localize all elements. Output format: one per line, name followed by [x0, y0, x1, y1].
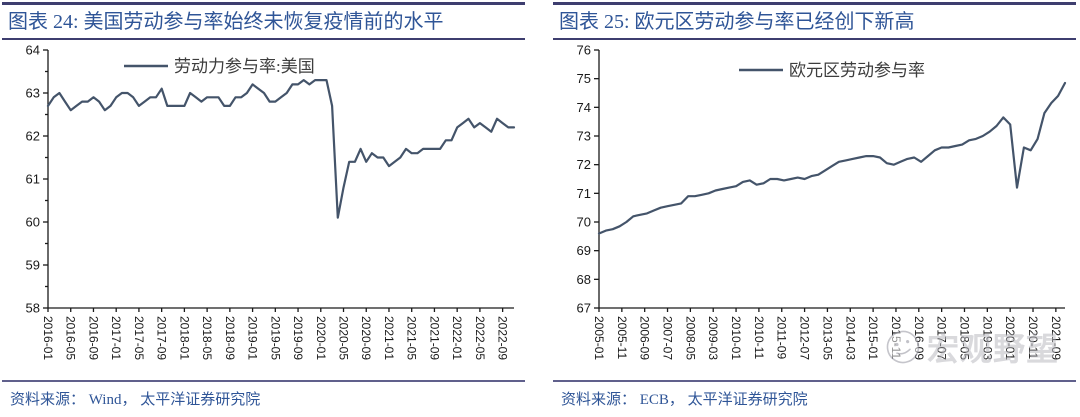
svg-text:2016-05: 2016-05 [64, 316, 78, 360]
svg-text:2005-01: 2005-01 [592, 316, 606, 360]
panel-top-border [553, 2, 1076, 5]
svg-text:2007-07: 2007-07 [661, 316, 675, 360]
svg-text:2020-05: 2020-05 [337, 316, 351, 360]
svg-text:2010-11: 2010-11 [752, 316, 766, 359]
source-note-us: 资料来源： Wind， 太平洋证券研究院 [10, 392, 261, 408]
svg-text:2006-09: 2006-09 [638, 316, 652, 360]
svg-text:71: 71 [577, 186, 591, 201]
svg-text:2020-01: 2020-01 [314, 316, 328, 360]
panel-us-lfpr: 图表 24: 美国劳动参与率始终未恢复疫情前的水平 58 59 60 61 62 63 64… [2, 2, 525, 413]
svg-text:60: 60 [26, 215, 40, 230]
us-labor-participation-line-chart: 58 59 60 61 62 63 64 2016-01 2016-05 2016-09 2017-… [26, 44, 516, 360]
svg-text:68: 68 [577, 272, 591, 287]
source-separator [553, 380, 1076, 382]
panel-title-us: 图表 24: 美国劳动参与率始终未恢复疫情前的水平 [8, 11, 444, 33]
svg-text:59: 59 [26, 258, 40, 273]
panel-top-border [2, 2, 525, 5]
svg-text:2017-05: 2017-05 [132, 316, 146, 360]
svg-text:70: 70 [577, 215, 591, 230]
svg-text:2008-05: 2008-05 [683, 316, 697, 360]
svg-text:2020-09: 2020-09 [359, 316, 373, 360]
svg-text:2020-11: 2020-11 [1026, 316, 1040, 359]
svg-text:劳动力参与率:美国: 劳动力参与率:美国 [174, 57, 315, 76]
svg-text:61: 61 [26, 172, 40, 187]
svg-text:69: 69 [577, 243, 591, 258]
source-note-eurozone: 资料来源： ECB， 太平洋证券研究院 [561, 392, 808, 408]
chart-region-eurozone: 67 68 69 70 71 72 73 74 75 76 2005-01 2005-11 2006-0… [553, 40, 1076, 380]
svg-text:2019-09: 2019-09 [291, 316, 305, 360]
svg-text:2018-05: 2018-05 [200, 316, 214, 360]
svg-text:67: 67 [577, 301, 591, 316]
svg-text:58: 58 [26, 301, 40, 316]
svg-text:2017-07: 2017-07 [935, 316, 949, 360]
svg-text:2012-07: 2012-07 [798, 316, 812, 360]
svg-text:62: 62 [26, 129, 40, 144]
svg-text:76: 76 [577, 44, 591, 58]
svg-text:2016-09: 2016-09 [86, 316, 100, 360]
svg-text:2018-09: 2018-09 [223, 316, 237, 360]
svg-text:2021-09: 2021-09 [1049, 316, 1063, 360]
eurozone-labor-participation-line-chart: 67 68 69 70 71 72 73 74 75 76 2005-01 2005-11 2006-0… [577, 44, 1067, 360]
svg-text:2010-01: 2010-01 [729, 316, 743, 360]
svg-text:2009-03: 2009-03 [706, 316, 720, 360]
panel-title-eurozone: 图表 25: 欧元区劳动参与率已经创下新高 [559, 11, 915, 33]
svg-text:2019-03: 2019-03 [980, 316, 994, 360]
svg-text:欧元区劳动参与率: 欧元区劳动参与率 [789, 61, 925, 80]
svg-text:2019-01: 2019-01 [246, 316, 260, 360]
svg-text:2018-01: 2018-01 [177, 316, 191, 360]
svg-text:74: 74 [577, 100, 591, 115]
panel-eurozone-lfpr: 图表 25: 欧元区劳动参与率已经创下新高 67 68 69 70 71 72 73 74 75… [553, 2, 1076, 413]
svg-text:2016-01: 2016-01 [41, 316, 55, 360]
svg-text:2022-09: 2022-09 [496, 316, 510, 360]
svg-text:63: 63 [26, 86, 40, 101]
svg-text:75: 75 [577, 71, 591, 86]
svg-text:2005-11: 2005-11 [615, 316, 629, 359]
title-underline [2, 38, 525, 40]
title-underline [553, 38, 1076, 40]
svg-text:2013-05: 2013-05 [820, 316, 834, 360]
svg-text:2017-09: 2017-09 [155, 316, 169, 360]
svg-text:2017-01: 2017-01 [109, 316, 123, 360]
chart-region-us: 58 59 60 61 62 63 64 2016-01 2016-05 2016-09 2017-… [2, 40, 525, 380]
svg-text:2022-05: 2022-05 [473, 316, 487, 360]
svg-text:2015-01: 2015-01 [866, 316, 880, 360]
svg-text:73: 73 [577, 129, 591, 144]
svg-text:2021-05: 2021-05 [405, 316, 419, 360]
svg-text:2019-05: 2019-05 [268, 316, 282, 360]
svg-text:2021-09: 2021-09 [427, 316, 441, 360]
svg-text:64: 64 [26, 44, 40, 58]
svg-text:72: 72 [577, 157, 591, 172]
svg-text:2022-01: 2022-01 [450, 316, 464, 360]
svg-text:2011-09: 2011-09 [775, 316, 789, 359]
svg-text:2016-09: 2016-09 [912, 316, 926, 360]
svg-text:2015-11: 2015-11 [889, 316, 903, 359]
svg-text:2018-05: 2018-05 [957, 316, 971, 360]
source-separator [2, 380, 525, 382]
svg-text:2014-03: 2014-03 [843, 316, 857, 360]
svg-text:2020-01: 2020-01 [1003, 316, 1017, 360]
svg-text:2021-01: 2021-01 [382, 316, 396, 360]
